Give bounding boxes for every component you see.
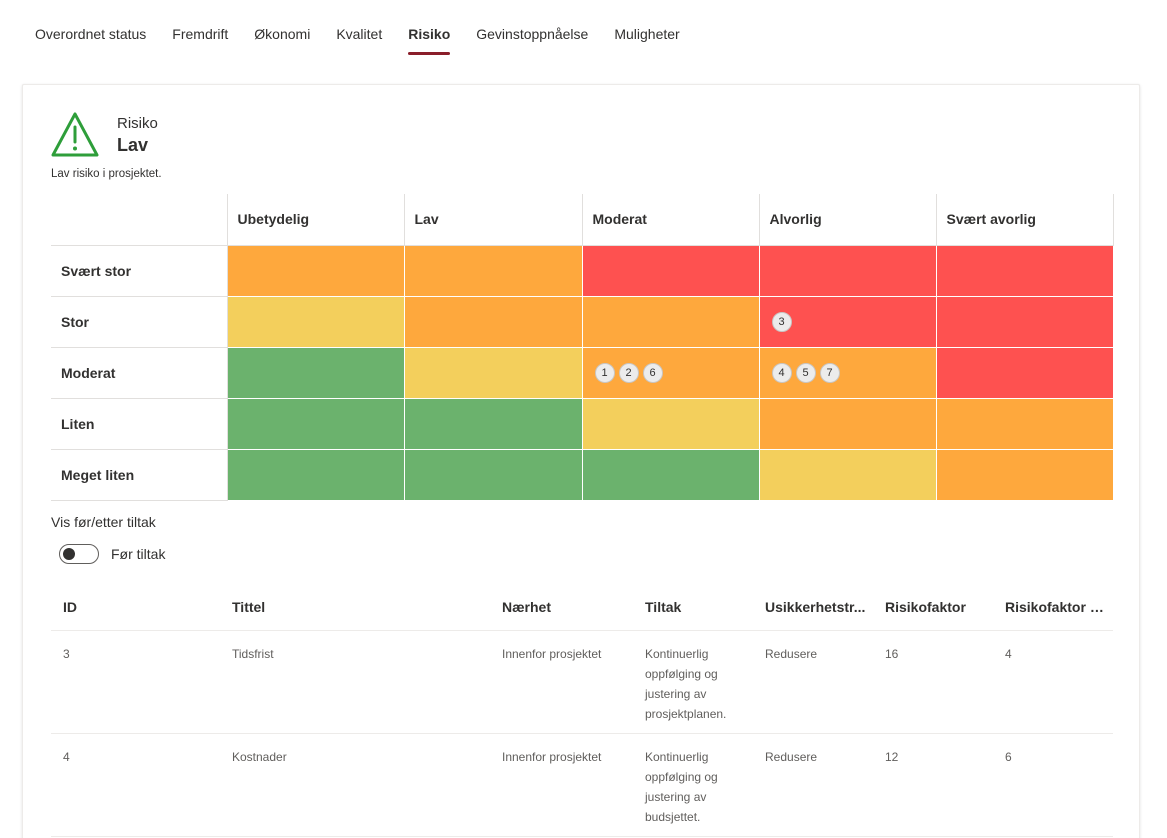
matrix-row: Moderat 1 2 6 4 5 7 bbox=[51, 346, 1114, 399]
likelihood-label: Moderat bbox=[51, 347, 228, 399]
status-description: Lav risiko i prosjektet. bbox=[51, 168, 162, 180]
table-row[interactable]: 4 Kostnader Innenfor prosjektet Kontinue… bbox=[51, 733, 1113, 837]
matrix-cell bbox=[758, 397, 937, 450]
matrix-cell bbox=[226, 397, 405, 450]
cell-title: Kostnader bbox=[220, 733, 490, 837]
cell-strategy: Redusere bbox=[753, 630, 873, 734]
risk-badge[interactable]: 3 bbox=[771, 311, 792, 332]
matrix-cell: 3 bbox=[758, 295, 937, 348]
matrix-cell bbox=[935, 448, 1114, 501]
column-header-title[interactable]: Tittel bbox=[220, 585, 490, 631]
matrix-row: Meget liten bbox=[51, 448, 1114, 501]
matrix-cell bbox=[758, 244, 937, 297]
cell-factor-after: 6 bbox=[993, 733, 1113, 837]
column-header-factor[interactable]: Risikofaktor bbox=[873, 585, 993, 631]
cell-strategy: Redusere bbox=[753, 733, 873, 837]
cell-factor-after: 4 bbox=[993, 630, 1113, 734]
matrix-cell bbox=[581, 244, 760, 297]
column-header-measure[interactable]: Tiltak bbox=[633, 585, 753, 631]
matrix-cell bbox=[226, 244, 405, 297]
column-header-strategy[interactable]: Usikkerhetstr... bbox=[753, 585, 873, 631]
tab-gevinstoppnaelse[interactable]: Gevinstoppnåelse bbox=[476, 26, 589, 42]
risk-badge[interactable]: 6 bbox=[642, 362, 663, 383]
tab-bar: Overordnet status Fremdrift Økonomi Kval… bbox=[22, 0, 693, 56]
matrix-cell bbox=[226, 448, 405, 501]
risk-badge[interactable]: 4 bbox=[771, 362, 792, 383]
likelihood-label: Meget liten bbox=[51, 449, 228, 501]
risk-card: Risiko Lav Lav risiko i prosjektet. Ubet… bbox=[22, 84, 1140, 838]
matrix-row: Svært stor bbox=[51, 244, 1114, 297]
table-row[interactable]: 3 Tidsfrist Innenfor prosjektet Kontinue… bbox=[51, 630, 1113, 734]
consequence-header: Svært avorlig bbox=[936, 194, 1114, 246]
tab-risiko[interactable]: Risiko bbox=[395, 0, 463, 56]
matrix-cell bbox=[226, 295, 405, 348]
tab-kvalitet[interactable]: Kvalitet bbox=[336, 26, 383, 42]
matrix-cell bbox=[935, 346, 1114, 399]
likelihood-label: Stor bbox=[51, 296, 228, 348]
matrix-cell bbox=[935, 397, 1114, 450]
matrix-cell bbox=[581, 448, 760, 501]
toggle-knob bbox=[63, 548, 75, 560]
risk-badge[interactable]: 2 bbox=[618, 362, 639, 383]
column-header-id[interactable]: ID bbox=[51, 585, 220, 631]
likelihood-label: Liten bbox=[51, 398, 228, 450]
matrix-row: Stor 3 bbox=[51, 295, 1114, 348]
matrix-cell bbox=[403, 295, 583, 348]
toggle-caption: Vis før/etter tiltak bbox=[51, 514, 156, 530]
cell-proximity: Innenfor prosjektet bbox=[490, 733, 633, 837]
matrix-cell bbox=[403, 448, 583, 501]
tab-okonomi[interactable]: Økonomi bbox=[254, 26, 311, 42]
column-header-factor-after[interactable]: Risikofaktor e... bbox=[993, 585, 1113, 631]
cell-factor: 16 bbox=[873, 630, 993, 734]
cell-id: 4 bbox=[51, 733, 220, 837]
risk-table: ID Tittel Nærhet Tiltak Usikkerhetstr...… bbox=[51, 585, 1113, 837]
status-value: Lav bbox=[117, 135, 149, 155]
matrix-cell bbox=[581, 295, 760, 348]
risk-matrix: Ubetydelig Lav Moderat Alvorlig Svært av… bbox=[51, 194, 1114, 501]
tab-overordnet-status[interactable]: Overordnet status bbox=[35, 26, 147, 42]
cell-measure: Kontinuerlig oppfølging og justering av … bbox=[633, 733, 753, 837]
before-after-toggle[interactable] bbox=[59, 544, 99, 564]
cell-id: 3 bbox=[51, 630, 220, 734]
risk-badge[interactable]: 1 bbox=[594, 362, 615, 383]
consequence-header: Moderat bbox=[582, 194, 760, 246]
cell-proximity: Innenfor prosjektet bbox=[490, 630, 633, 734]
warning-triangle-icon bbox=[51, 112, 99, 157]
matrix-cell bbox=[758, 448, 937, 501]
matrix-row: Liten bbox=[51, 397, 1114, 450]
cell-title: Tidsfrist bbox=[220, 630, 490, 734]
risk-badge[interactable]: 5 bbox=[795, 362, 816, 383]
risk-badge[interactable]: 7 bbox=[819, 362, 840, 383]
tab-muligheter[interactable]: Muligheter bbox=[614, 26, 680, 42]
matrix-cell bbox=[403, 397, 583, 450]
matrix-cell bbox=[935, 244, 1114, 297]
matrix-cell bbox=[403, 346, 583, 399]
matrix-corner bbox=[51, 194, 228, 246]
matrix-cell bbox=[935, 295, 1114, 348]
consequence-header: Lav bbox=[404, 194, 583, 246]
matrix-cell bbox=[403, 244, 583, 297]
column-header-proximity[interactable]: Nærhet bbox=[490, 585, 633, 631]
matrix-cell bbox=[581, 397, 760, 450]
consequence-header: Ubetydelig bbox=[227, 194, 405, 246]
cell-factor: 12 bbox=[873, 733, 993, 837]
toggle-label: Før tiltak bbox=[111, 546, 166, 562]
likelihood-label: Svært stor bbox=[51, 245, 228, 297]
matrix-cell bbox=[226, 346, 405, 399]
cell-measure: Kontinuerlig oppfølging og justering av … bbox=[633, 630, 753, 734]
status-label: Risiko bbox=[117, 115, 158, 132]
tab-fremdrift[interactable]: Fremdrift bbox=[172, 26, 229, 42]
consequence-header: Alvorlig bbox=[759, 194, 937, 246]
